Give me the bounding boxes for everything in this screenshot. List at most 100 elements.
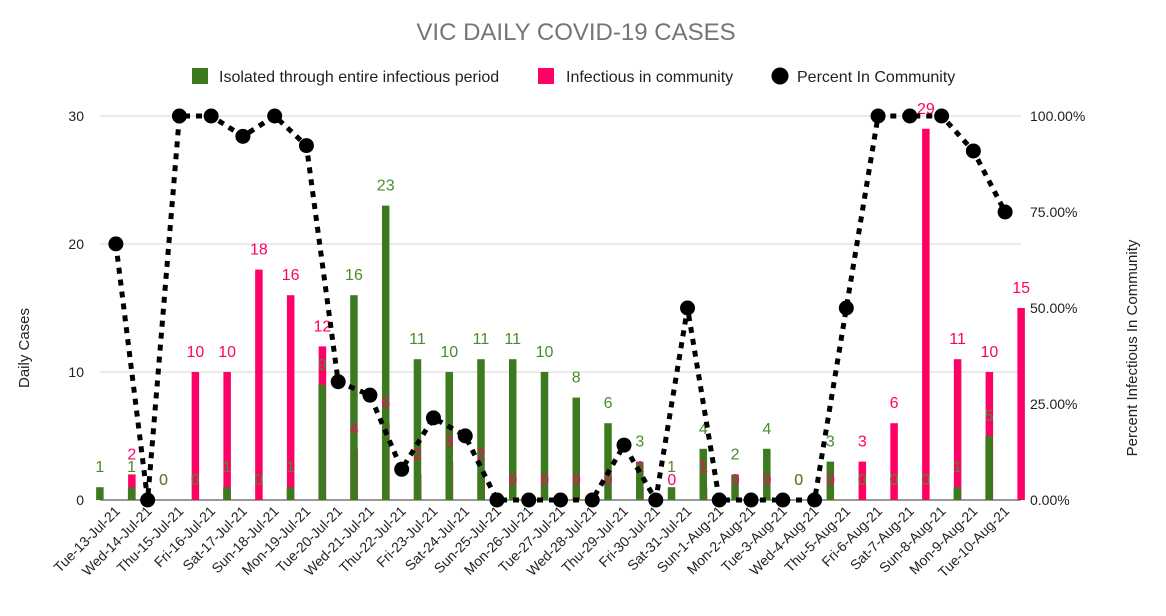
legend-swatch-isolated	[192, 68, 208, 84]
bar-isolated	[985, 436, 993, 500]
y2-axis-ticks: 0.00% 25.00% 50.00% 75.00% 100.00%	[1030, 108, 1085, 508]
bar-community	[1017, 308, 1025, 500]
bar-isolated	[667, 487, 676, 500]
data-label-isolated: 1	[667, 459, 676, 476]
bar-community	[223, 372, 231, 500]
bar-community	[890, 423, 898, 500]
data-label-community: 0	[826, 472, 835, 489]
data-label-isolated: 10	[440, 344, 458, 361]
data-label-isolated: 1	[286, 459, 295, 476]
percent-point	[140, 492, 156, 508]
bar-isolated	[96, 487, 104, 500]
percent-point	[489, 492, 505, 508]
data-label-isolated: 3	[635, 434, 644, 451]
data-label-community: 2	[477, 446, 486, 463]
data-label-community: 0	[794, 472, 803, 489]
data-label-isolated: 0	[159, 472, 168, 489]
data-label-community: 0	[540, 472, 549, 489]
data-label-isolated: 1	[222, 459, 231, 476]
data-label-isolated: 11	[504, 331, 521, 348]
percent-point	[362, 387, 378, 403]
data-label-community: 3	[858, 434, 867, 451]
percent-point	[553, 492, 568, 508]
data-label-isolated: 9	[318, 357, 327, 374]
data-label-community: 3	[445, 434, 454, 451]
legend-swatch-community	[538, 68, 554, 84]
data-label-isolated: 4	[699, 421, 708, 438]
data-label-isolated: 1	[127, 459, 136, 476]
data-label-community: 0	[731, 472, 740, 489]
percent-point	[680, 300, 696, 316]
y2-axis-title: Percent Infectious In Community	[1124, 239, 1141, 456]
data-label-isolated: 1	[95, 459, 104, 476]
data-label-community: 2	[127, 446, 136, 463]
data-label-community: 12	[314, 318, 332, 335]
y-tick-label: 30	[68, 108, 84, 124]
percent-point	[584, 492, 600, 508]
data-label-isolated: 23	[377, 178, 395, 195]
percent-point	[838, 300, 854, 316]
data-label-community: 18	[250, 242, 268, 259]
legend-label-percent: Percent In Community	[797, 69, 955, 86]
percent-point	[902, 108, 918, 124]
bar-isolated	[540, 372, 549, 500]
data-label-isolated: 0	[858, 472, 867, 489]
bar-community	[286, 295, 295, 500]
percent-point	[298, 138, 314, 154]
bar-isolated	[731, 474, 739, 500]
y-tick-label: 0	[76, 492, 84, 508]
y2-tick-label: 100.00%	[1030, 108, 1085, 124]
data-label-community: 0	[159, 472, 168, 489]
data-label-isolated: 1	[953, 459, 962, 476]
data-label-isolated: 5	[985, 408, 994, 425]
data-label-community: 10	[218, 344, 236, 361]
bar-isolated	[953, 487, 962, 500]
data-label-community: 0	[667, 472, 676, 489]
data-label-isolated: 0	[254, 472, 263, 489]
data-label-community: 1	[636, 459, 645, 476]
data-label-community: 6	[890, 395, 899, 412]
percent-line	[113, 112, 1008, 508]
bar-isolated	[350, 295, 358, 500]
data-label-isolated: 0	[794, 472, 803, 489]
percent-point	[711, 492, 727, 508]
bar-isolated	[604, 423, 612, 500]
data-label-isolated: 16	[345, 267, 363, 284]
data-label-isolated: 3	[826, 434, 835, 451]
data-label-community: 6	[381, 395, 390, 412]
percent-point	[203, 108, 219, 124]
data-label-community: 15	[1012, 280, 1030, 297]
bar-isolated	[318, 384, 326, 500]
bar-community	[858, 461, 867, 500]
percent-point	[457, 428, 473, 444]
bar-isolated	[445, 372, 453, 500]
bar-isolated	[763, 448, 771, 500]
data-label-isolated: 8	[572, 370, 581, 387]
data-label-isolated: 4	[762, 421, 771, 438]
data-label-community: 0	[572, 472, 581, 489]
bars	[96, 128, 1025, 501]
percent-point	[521, 492, 537, 508]
data-label-isolated: 0	[921, 472, 930, 489]
data-label-community: 0	[604, 472, 613, 489]
bar-isolated	[699, 448, 708, 500]
percent-point	[807, 492, 823, 508]
legend-label-community: Infectious in community	[566, 69, 733, 86]
bar-community	[953, 359, 962, 500]
data-label-community: 10	[980, 344, 998, 361]
percent-point	[235, 128, 251, 144]
bar-labels: 1210010010118016112941662321131021101101…	[95, 101, 1030, 489]
percent-point	[997, 204, 1013, 220]
legend-marker-percent	[771, 67, 789, 85]
data-label-isolated: 10	[536, 344, 554, 361]
data-label-community: 0	[509, 472, 518, 489]
percent-point	[394, 461, 410, 477]
y-tick-label: 20	[68, 236, 84, 252]
data-label-community: 2	[413, 446, 422, 463]
percent-point	[108, 236, 124, 252]
y-axis-ticks: 0 10 20 30	[68, 108, 84, 508]
bar-community	[191, 372, 200, 500]
y2-tick-label: 75.00%	[1030, 204, 1077, 220]
bar-isolated	[286, 487, 295, 500]
data-label-isolated: 11	[473, 331, 490, 348]
